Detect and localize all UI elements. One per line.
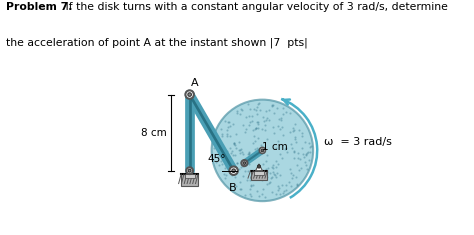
Circle shape bbox=[243, 162, 246, 164]
FancyBboxPatch shape bbox=[184, 174, 195, 178]
Text: the acceleration of point A at the instant shown |7  pts|: the acceleration of point A at the insta… bbox=[6, 38, 308, 48]
Polygon shape bbox=[255, 164, 263, 171]
Circle shape bbox=[188, 169, 191, 172]
Circle shape bbox=[259, 147, 265, 153]
Text: A: A bbox=[191, 78, 199, 88]
Text: Problem 7.: Problem 7. bbox=[6, 2, 72, 12]
FancyBboxPatch shape bbox=[181, 174, 198, 186]
Circle shape bbox=[261, 149, 264, 152]
Text: 45°: 45° bbox=[208, 154, 226, 164]
Text: B: B bbox=[229, 183, 237, 192]
Circle shape bbox=[232, 169, 236, 172]
Circle shape bbox=[241, 160, 247, 166]
FancyBboxPatch shape bbox=[251, 171, 267, 180]
Text: 8 cm: 8 cm bbox=[141, 128, 167, 138]
Circle shape bbox=[188, 93, 191, 96]
Text: 1 cm: 1 cm bbox=[262, 142, 288, 152]
Text: If the disk turns with a constant angular velocity of 3 rad/s, determine: If the disk turns with a constant angula… bbox=[55, 2, 447, 12]
Circle shape bbox=[257, 165, 261, 168]
Circle shape bbox=[185, 90, 194, 99]
Circle shape bbox=[186, 167, 193, 174]
Circle shape bbox=[211, 100, 313, 201]
Text: ω  = 3 rad/s: ω = 3 rad/s bbox=[324, 137, 392, 147]
Circle shape bbox=[229, 166, 238, 175]
FancyBboxPatch shape bbox=[254, 171, 264, 175]
